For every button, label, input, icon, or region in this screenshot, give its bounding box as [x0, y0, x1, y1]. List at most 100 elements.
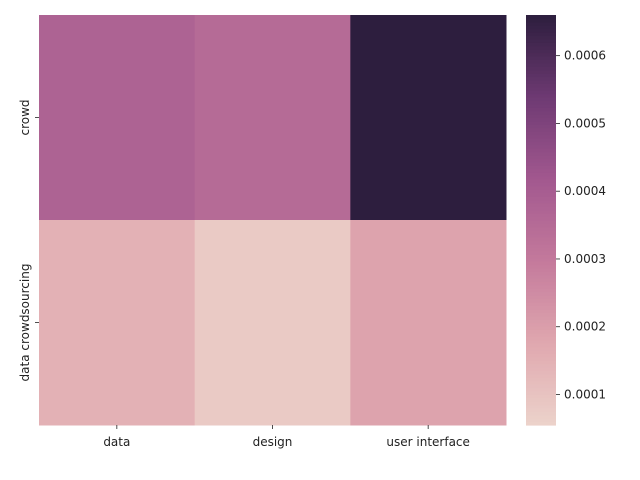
colorbar-strip — [526, 141, 556, 146]
colorbar-strip — [526, 73, 556, 78]
colorbar-strip — [526, 158, 556, 163]
colorbar-strip — [526, 117, 556, 122]
colorbar-strip — [526, 114, 556, 119]
colorbar-strip — [526, 79, 556, 84]
colorbar-strip — [526, 202, 556, 207]
colorbar-strip — [526, 45, 556, 50]
colorbar-strip — [526, 76, 556, 81]
colorbar-strip — [526, 356, 556, 361]
colorbar-strip — [526, 15, 556, 20]
colorbar-strip — [526, 411, 556, 416]
heatmap-cell-0-1 — [194, 15, 351, 221]
x-tick-label: user interface — [386, 435, 470, 449]
colorbar-strip — [526, 199, 556, 204]
colorbar-strip — [526, 414, 556, 419]
colorbar-strip — [526, 192, 556, 197]
colorbar-strip — [526, 230, 556, 235]
colorbar-strip — [526, 131, 556, 136]
colorbar-strip — [526, 305, 556, 310]
colorbar-strip — [526, 366, 556, 371]
x-tick-label: data — [103, 435, 130, 449]
colorbar-strip — [526, 213, 556, 218]
colorbar-strip — [526, 185, 556, 190]
colorbar-strip — [526, 226, 556, 231]
colorbar-strip — [526, 322, 556, 327]
colorbar-tick-label: 0.0005 — [564, 116, 606, 130]
colorbar-strip — [526, 377, 556, 382]
colorbar-strip — [526, 110, 556, 115]
colorbar-strip — [526, 418, 556, 423]
colorbar-strip — [526, 38, 556, 43]
colorbar-strip — [526, 370, 556, 375]
colorbar-strip — [526, 155, 556, 160]
colorbar-strip — [526, 21, 556, 26]
colorbar-strip — [526, 407, 556, 412]
colorbar-strip — [526, 329, 556, 334]
colorbar-strip — [526, 404, 556, 409]
colorbar-strip — [526, 175, 556, 180]
colorbar-strip — [526, 243, 556, 248]
colorbar-strip — [526, 49, 556, 54]
colorbar-strip — [526, 134, 556, 139]
colorbar-strip — [526, 360, 556, 365]
colorbar-tick-label: 0.0004 — [564, 184, 606, 198]
colorbar-strip — [526, 394, 556, 399]
colorbar-strip — [526, 148, 556, 153]
colorbar-strip — [526, 271, 556, 276]
colorbar-strip — [526, 18, 556, 23]
colorbar-strip — [526, 90, 556, 95]
heatmap-cell-1-2 — [350, 220, 507, 426]
x-axis: data design user interface — [103, 425, 470, 449]
colorbar-strip — [526, 349, 556, 354]
colorbar-strip — [526, 315, 556, 320]
colorbar-strip — [526, 353, 556, 358]
colorbar-strip — [526, 196, 556, 201]
colorbar-strip — [526, 295, 556, 300]
colorbar-strip — [526, 233, 556, 238]
y-axis: crowd data crowdsourcing — [18, 99, 39, 381]
colorbar-strip — [526, 206, 556, 211]
colorbar-strip — [526, 189, 556, 194]
colorbar-strip — [526, 35, 556, 40]
colorbar-strip — [526, 144, 556, 149]
colorbar-tick-label: 0.0002 — [564, 320, 606, 334]
colorbar-strip — [526, 325, 556, 330]
colorbar-strip — [526, 319, 556, 324]
colorbar-strip — [526, 83, 556, 88]
colorbar-strip — [526, 421, 556, 426]
colorbar-strip — [526, 42, 556, 47]
colorbar-strip — [526, 302, 556, 307]
colorbar-strip — [526, 120, 556, 125]
colorbar-strip — [526, 107, 556, 112]
y-tick-label: data crowdsourcing — [18, 264, 32, 382]
colorbar-strip — [526, 250, 556, 255]
colorbar-strip — [526, 151, 556, 156]
heatmap-cell-1-0 — [39, 220, 196, 426]
colorbar-strip — [526, 343, 556, 348]
colorbar-strip — [526, 291, 556, 296]
colorbar-strip — [526, 346, 556, 351]
colorbar-strip — [526, 168, 556, 173]
colorbar-tick-label: 0.0006 — [564, 49, 606, 63]
colorbar-strip — [526, 308, 556, 313]
colorbar-strip — [526, 261, 556, 266]
colorbar-strip — [526, 247, 556, 252]
colorbar-strip — [526, 298, 556, 303]
colorbar-strip — [526, 397, 556, 402]
colorbar-strip — [526, 332, 556, 337]
heatmap-cells — [39, 15, 507, 426]
colorbar-strip — [526, 223, 556, 228]
colorbar-strip — [526, 336, 556, 341]
colorbar-strip — [526, 97, 556, 102]
colorbar-strip — [526, 25, 556, 30]
colorbar-strip — [526, 172, 556, 177]
colorbar-strip — [526, 32, 556, 37]
colorbar-strip — [526, 100, 556, 105]
colorbar-strip — [526, 274, 556, 279]
x-tick-label: design — [253, 435, 293, 449]
colorbar-strip — [526, 240, 556, 245]
colorbar-strip — [526, 124, 556, 129]
colorbar-strip — [526, 28, 556, 33]
